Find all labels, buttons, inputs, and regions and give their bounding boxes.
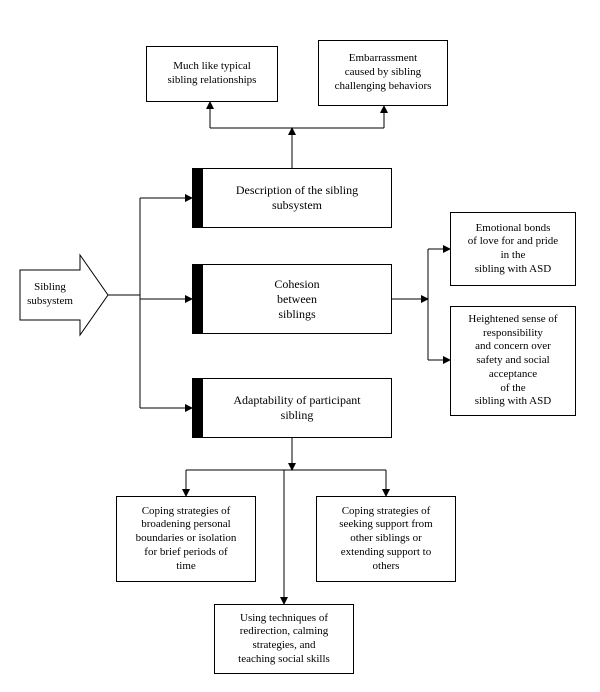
theme-cohesion: Cohesionbetweensiblings <box>192 264 392 334</box>
box-techniques: Using techniques ofredirection, calmings… <box>214 604 354 674</box>
theme-cohesion-label: Cohesionbetweensiblings <box>203 265 391 333</box>
theme-adaptability-label: Adaptability of participantsibling <box>203 379 391 437</box>
box-emotional: Emotional bondsof love for and pridein t… <box>450 212 576 286</box>
theme-description-accent-bar <box>193 169 203 227</box>
box-emotional-label: Emotional bondsof love for and pridein t… <box>468 222 558 277</box>
theme-adaptability: Adaptability of participantsibling <box>192 378 392 438</box>
box-embarrassment: Embarrassmentcaused by siblingchallengin… <box>318 40 448 106</box>
input-arrow-label: Siblingsubsystem <box>20 281 80 309</box>
theme-adaptability-accent-bar <box>193 379 203 437</box>
box-typical-label: Much like typicalsibling relationships <box>168 60 257 88</box>
theme-cohesion-accent-bar <box>193 265 203 333</box>
box-responsibility: Heightened sense ofresponsibilityand con… <box>450 306 576 416</box>
box-coping-support: Coping strategies ofseeking support from… <box>316 496 456 582</box>
box-responsibility-label: Heightened sense ofresponsibilityand con… <box>468 313 557 409</box>
box-embarrassment-label: Embarrassmentcaused by siblingchallengin… <box>335 52 432 93</box>
box-typical: Much like typicalsibling relationships <box>146 46 278 102</box>
box-techniques-label: Using techniques ofredirection, calmings… <box>238 612 330 667</box>
box-coping-bound: Coping strategies ofbroadening personalb… <box>116 496 256 582</box>
box-coping-bound-label: Coping strategies ofbroadening personalb… <box>136 505 237 574</box>
box-coping-support-label: Coping strategies ofseeking support from… <box>339 505 432 574</box>
theme-description-label: Description of the siblingsubsystem <box>203 169 391 227</box>
theme-description: Description of the siblingsubsystem <box>192 168 392 228</box>
